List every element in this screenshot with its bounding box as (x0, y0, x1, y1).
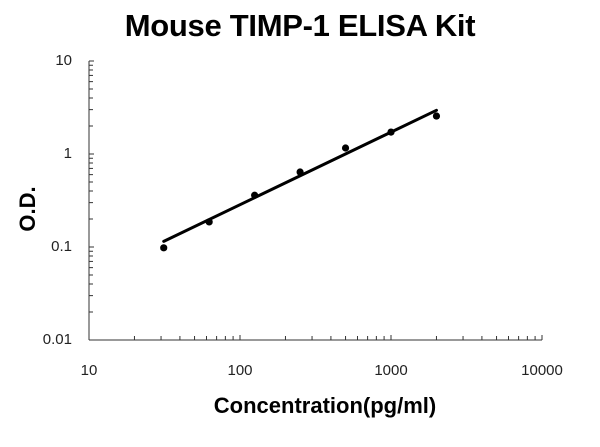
data-point (251, 191, 259, 199)
y-tick-label: 0.01 (42, 331, 72, 348)
data-point (387, 128, 395, 136)
y-tick-label: 10 (55, 52, 72, 69)
x-axis-label: Concentration(pg/ml) (213, 393, 437, 418)
y-tick-label: 0.1 (51, 238, 72, 255)
data-point (296, 168, 304, 176)
data-point (160, 244, 168, 252)
data-point (205, 218, 213, 226)
x-tick-label: 10 (80, 362, 98, 379)
data-point (341, 144, 350, 152)
chart-title: Mouse TIMP-1 ELISA Kit (124, 8, 476, 43)
x-tick-label: 1000 (374, 362, 408, 379)
x-tick-label: 10000 (521, 362, 563, 379)
data-point (432, 112, 441, 120)
x-tick-label: 100 (227, 362, 253, 379)
axes (88, 60, 543, 341)
fit-line (162, 108, 438, 243)
y-tick-label: 1 (63, 145, 72, 162)
data-points (160, 112, 441, 252)
